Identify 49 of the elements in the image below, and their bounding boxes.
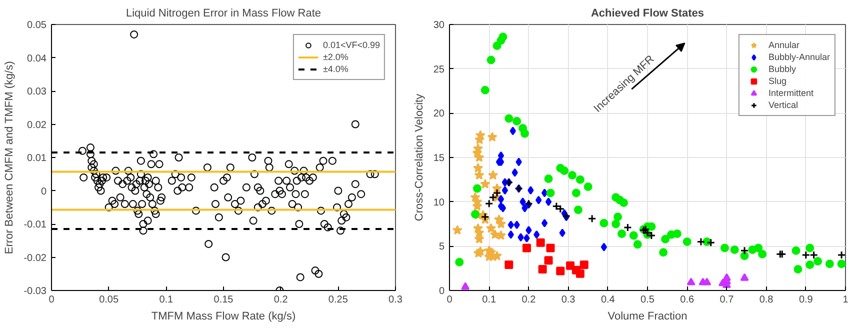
y-tick-label: 0 <box>40 186 47 198</box>
x-axis-title: TMFM Mass Flow Rate (kg/s) <box>151 310 296 322</box>
x-tick-label: 0.25 <box>328 294 348 306</box>
chart-title: Liquid Nitrogen Error in Mass Flow Rate <box>126 8 322 20</box>
y-tick-label: -0.02 <box>24 252 47 264</box>
y-tick-label: 25 <box>433 64 445 76</box>
legend-label: Bubbly-Annular <box>768 51 830 63</box>
y-tick-label: 0.01 <box>27 153 47 164</box>
y-axis-title: Error Between CMFM and TMFM (kg/s) <box>4 61 16 254</box>
x-tick-label: 0.9 <box>798 294 814 306</box>
x-tick-label: 0.5 <box>640 294 655 306</box>
y-tick-label: 10 <box>433 197 445 208</box>
legend-label: 0.01<VF<0.99 <box>322 39 380 51</box>
x-tick-label: 1 <box>842 294 849 306</box>
y-tick-label: 0.03 <box>27 86 47 98</box>
legend-label: Bubbly <box>768 63 796 75</box>
y-tick-label: 20 <box>433 108 445 120</box>
x-tick-label: 0.8 <box>759 294 774 306</box>
x-tick-label: 0.7 <box>720 294 734 306</box>
x-tick-label: 0 <box>48 294 55 306</box>
y-axis-title: Cross-Correlation Velocity <box>413 93 426 222</box>
x-tick-label: 0.2 <box>274 294 288 306</box>
y-tick-label: 5 <box>438 242 445 253</box>
y-tick-label: -0.01 <box>24 220 47 230</box>
y-tick-label: 30 <box>433 20 445 31</box>
x-tick-label: 0.6 <box>680 294 694 306</box>
legend-label: Slug <box>768 75 788 87</box>
chart-title: Achieved Flow States <box>590 8 704 20</box>
legend-label: Annular <box>768 39 800 51</box>
x-tick-label: 0.4 <box>600 294 616 306</box>
legend-label: ±4.0% <box>322 63 348 75</box>
y-tick-label: 15 <box>433 153 445 164</box>
y-tick-label: 0.04 <box>27 53 47 64</box>
x-tick-label: 0.1 <box>159 294 174 306</box>
x-tick-label: 0.3 <box>388 294 403 306</box>
legend-label: ±2.0% <box>322 51 348 63</box>
x-tick-label: 0.05 <box>99 294 120 306</box>
y-tick-label: -0.03 <box>24 286 47 297</box>
x-tick-label: 0.15 <box>214 294 234 306</box>
x-axis-title: Volume Fraction <box>608 310 688 322</box>
x-tick-label: 0.3 <box>561 294 576 306</box>
x-tick-label: 0.2 <box>522 294 536 306</box>
y-tick-label: 0.02 <box>27 120 47 131</box>
x-tick-label: 0 <box>446 294 453 306</box>
x-tick-label: 0.1 <box>482 294 496 306</box>
legend-label: Intermittent <box>768 87 814 99</box>
y-tick-label: 0 <box>438 286 445 297</box>
y-tick-label: 0.05 <box>27 20 47 31</box>
legend-label: Vertical <box>768 99 798 111</box>
